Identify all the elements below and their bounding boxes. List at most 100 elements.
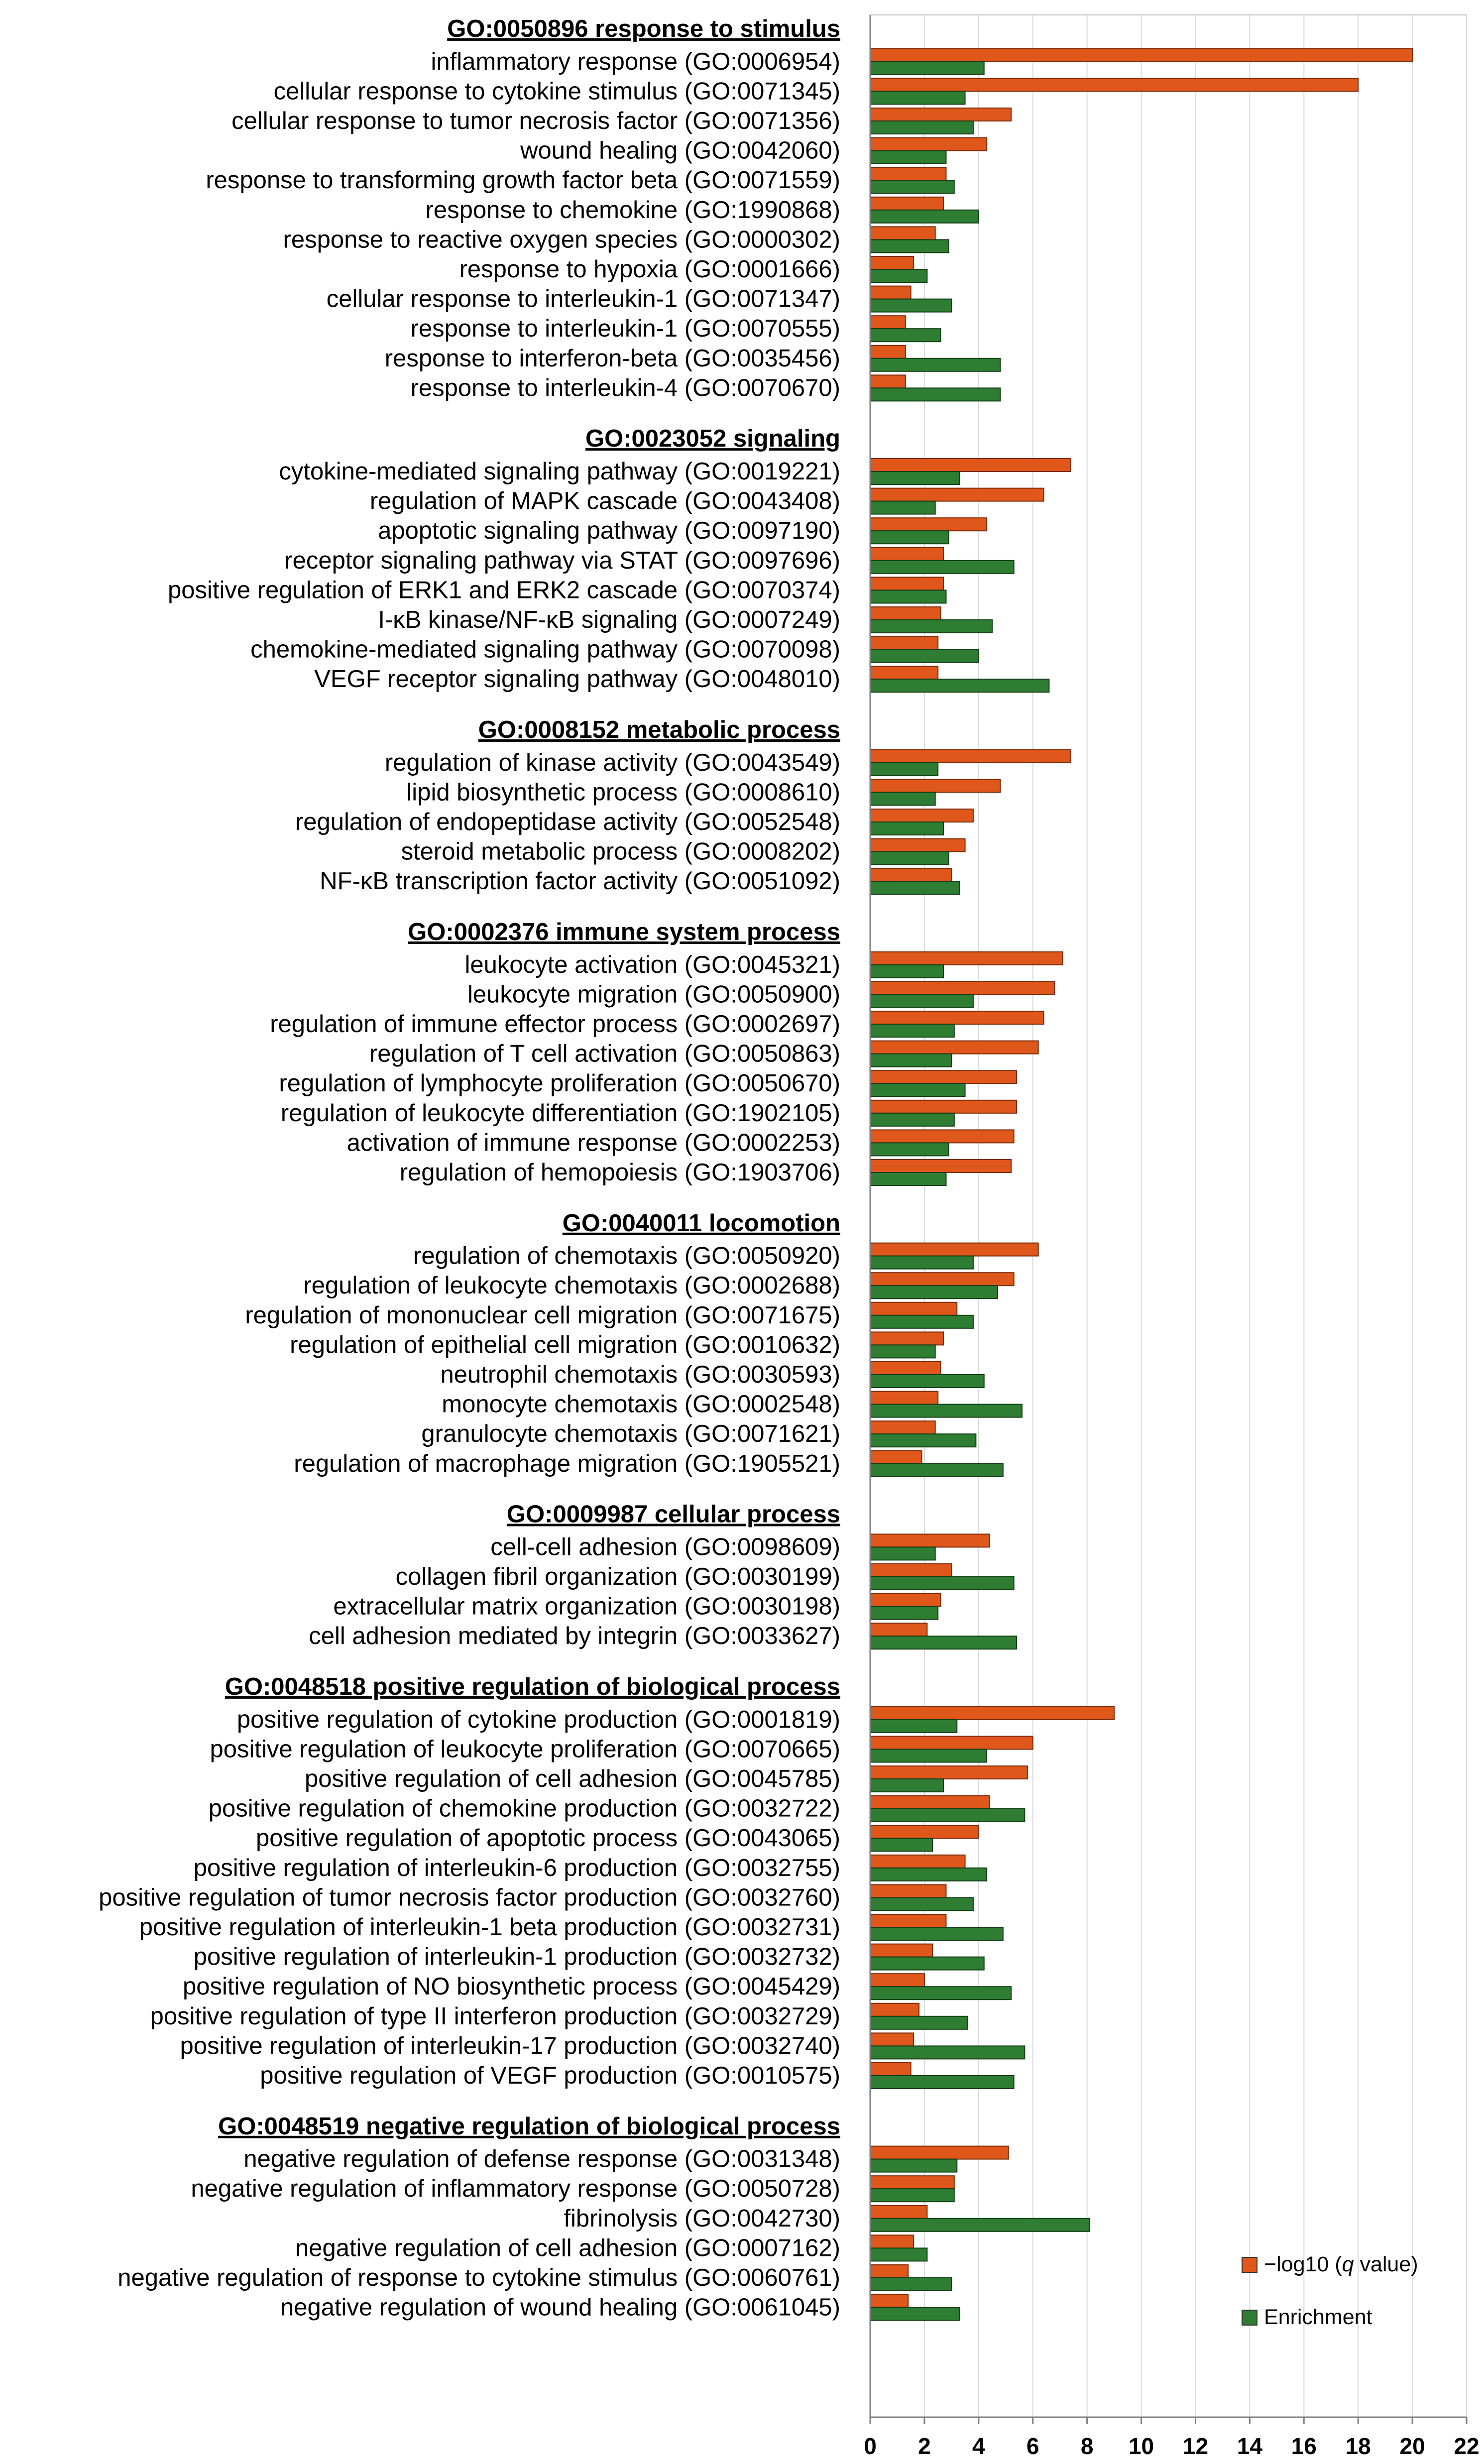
- group-title-6: GO:0048518 positive regulation of biolog…: [225, 1673, 840, 1700]
- x-tick-label: 0: [864, 2433, 877, 2459]
- bar-enrichment: [870, 2045, 1026, 2060]
- bar-enrichment: [870, 1546, 936, 1561]
- category-label: cell adhesion mediated by integrin (GO:0…: [309, 1623, 840, 1649]
- bar-enrichment: [870, 2247, 928, 2262]
- bar-q-value: [870, 981, 1055, 995]
- bar-enrichment: [870, 762, 939, 776]
- category-label: inflammatory response (GO:0006954): [431, 48, 841, 75]
- bar-q-value: [870, 458, 1071, 472]
- bar-enrichment: [870, 500, 936, 515]
- category-label: regulation of epithelial cell migration …: [290, 1331, 840, 1358]
- category-label: response to interleukin-4 (GO:0070670): [411, 374, 840, 401]
- bar-enrichment: [870, 560, 1015, 574]
- bar-enrichment: [870, 1374, 985, 1388]
- category-label: regulation of immune effector process (G…: [270, 1011, 840, 1038]
- category-label: leukocyte activation (GO:0045321): [465, 951, 840, 978]
- bar-q-value: [870, 256, 914, 270]
- bar-enrichment: [870, 1255, 974, 1270]
- category-label: regulation of lymphocyte proliferation (…: [279, 1070, 840, 1097]
- bar-enrichment: [870, 1749, 988, 1763]
- category-label: monocyte chemotaxis (GO:0002548): [442, 1391, 840, 1418]
- legend-label-1: Enrichment: [1264, 2305, 1372, 2329]
- bar-enrichment: [870, 1719, 958, 1733]
- category-label: response to interleukin-1 (GO:0070555): [411, 315, 840, 342]
- bar-q-value: [870, 636, 939, 650]
- bar-q-value: [870, 1040, 1039, 1055]
- category-label: granulocyte chemotaxis (GO:0071621): [421, 1420, 840, 1447]
- bar-q-value: [870, 196, 944, 211]
- group-title-0: GO:0050896 response to stimulus: [447, 15, 840, 42]
- x-tick-label: 12: [1183, 2433, 1208, 2459]
- category-label: positive regulation of chemokine product…: [209, 1795, 840, 1822]
- bar-enrichment: [870, 1576, 1015, 1590]
- bar-enrichment: [870, 1404, 1023, 1418]
- x-tick-label: 16: [1291, 2433, 1317, 2459]
- category-label: negative regulation of defense response …: [243, 2146, 840, 2173]
- bar-q-value: [870, 78, 1359, 92]
- bar-enrichment: [870, 530, 949, 545]
- bar-q-value: [870, 1450, 922, 1464]
- category-label: lipid biosynthetic process (GO:0008610): [406, 779, 840, 806]
- legend-label-0: −log10 (q value): [1264, 2252, 1418, 2276]
- bar-enrichment: [870, 2218, 1091, 2232]
- bar-enrichment: [870, 180, 955, 194]
- bar-q-value: [870, 1854, 966, 1869]
- bar-q-value: [870, 2175, 955, 2190]
- bar-q-value: [870, 315, 906, 330]
- bar-enrichment: [870, 1083, 966, 1097]
- bar-enrichment: [870, 589, 947, 604]
- bar-enrichment: [870, 2158, 958, 2173]
- bar-enrichment: [870, 120, 974, 134]
- category-label: negative regulation of inflammatory resp…: [191, 2175, 840, 2202]
- category-label: neutrophil chemotaxis (GO:0030593): [441, 1361, 841, 1388]
- category-label: cell-cell adhesion (GO:0098609): [490, 1533, 840, 1560]
- category-label: regulation of leukocyte differentiation …: [281, 1100, 840, 1127]
- category-label: regulation of chemotaxis (GO:0050920): [413, 1243, 840, 1270]
- bar-q-value: [870, 1011, 1044, 1025]
- bar-enrichment: [870, 1808, 1026, 1822]
- category-label: negative regulation of response to cytok…: [117, 2264, 840, 2291]
- bar-enrichment: [870, 1463, 1004, 1477]
- category-label: wound healing (GO:0042060): [520, 137, 840, 164]
- bar-enrichment: [870, 1314, 974, 1329]
- bar-enrichment: [870, 881, 960, 895]
- bar-q-value: [870, 1706, 1115, 1720]
- bar-q-value: [870, 2234, 914, 2249]
- bar-enrichment: [870, 1285, 998, 1299]
- bar-enrichment: [870, 269, 928, 283]
- category-label: positive regulation of ERK1 and ERK2 cas…: [168, 577, 840, 603]
- bar-enrichment: [870, 1024, 955, 1038]
- bar-q-value: [870, 666, 939, 680]
- bar-enrichment: [870, 91, 966, 105]
- category-label: regulation of endopeptidase activity (GO…: [295, 809, 840, 835]
- category-label: positive regulation of apoptotic process…: [256, 1825, 840, 1852]
- bar-q-value: [870, 1159, 1012, 1173]
- category-label: cellular response to interleukin-1 (GO:0…: [327, 286, 840, 313]
- bar-q-value: [870, 167, 947, 181]
- bar-enrichment: [870, 239, 949, 253]
- legend-swatch-0: [1242, 2257, 1257, 2273]
- category-label: positive regulation of NO biosynthetic p…: [183, 1973, 840, 2000]
- category-label: positive regulation of interleukin-17 pr…: [180, 2032, 840, 2059]
- bar-enrichment: [870, 357, 1001, 372]
- bar-q-value: [870, 1765, 1028, 1779]
- category-label: negative regulation of wound healing (GO…: [280, 2294, 840, 2321]
- category-label: positive regulation of cell adhesion (GO…: [305, 1765, 840, 1792]
- category-label: leukocyte migration (GO:0050900): [467, 981, 840, 1008]
- bar-q-value: [870, 517, 988, 532]
- bar-q-value: [870, 1914, 947, 1928]
- bar-enrichment: [870, 387, 1001, 402]
- bar-q-value: [870, 137, 988, 151]
- bar-enrichment: [870, 1344, 936, 1359]
- group-title-4: GO:0040011 locomotion: [563, 1210, 840, 1237]
- bar-q-value: [870, 487, 1044, 502]
- bar-q-value: [870, 1420, 936, 1435]
- bar-q-value: [870, 374, 906, 389]
- bar-q-value: [870, 2002, 920, 2017]
- category-label: NF-κB transcription factor activity (GO:…: [320, 868, 840, 895]
- bar-enrichment: [870, 1778, 944, 1792]
- category-label: fibrinolysis (GO:0042730): [564, 2205, 840, 2232]
- category-label: regulation of macrophage migration (GO:1…: [294, 1450, 840, 1477]
- category-label: response to chemokine (GO:1990868): [426, 197, 840, 224]
